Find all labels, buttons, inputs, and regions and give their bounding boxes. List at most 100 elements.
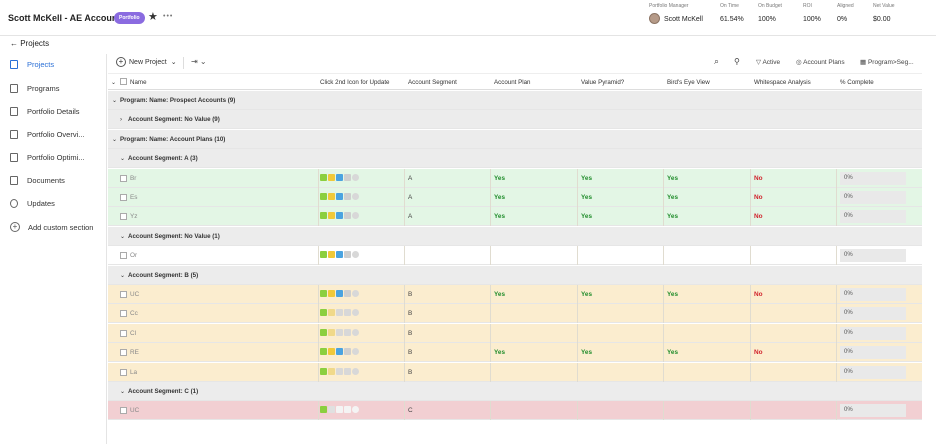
row-checkbox[interactable] (120, 291, 127, 298)
check-icon[interactable] (352, 309, 359, 317)
update-icon[interactable] (328, 309, 335, 317)
project-name-link[interactable]: La (130, 368, 138, 376)
sidebar-item-documents[interactable]: Documents (10, 173, 65, 187)
document-icon[interactable] (336, 290, 343, 297)
document-icon[interactable] (336, 309, 343, 317)
update-icon[interactable] (328, 193, 335, 200)
row-checkbox[interactable] (120, 310, 127, 318)
project-name-link[interactable]: Or (130, 252, 138, 260)
row-checkbox[interactable] (120, 252, 127, 260)
update-icon[interactable] (328, 251, 335, 259)
table-row[interactable]: UC C 0% (108, 401, 922, 421)
breadcrumb[interactable]: ← Projects (10, 39, 50, 48)
status-icon[interactable] (320, 251, 327, 259)
group-row[interactable]: ⌄ Account Segment: B (5) (108, 265, 922, 285)
sidebar-item-portfolio-details[interactable]: Portfolio Details (10, 104, 80, 118)
document-icon[interactable] (336, 212, 343, 220)
project-name-link[interactable]: Cc (130, 310, 138, 318)
sidebar-item-projects[interactable]: Projects (10, 57, 54, 71)
update-icon[interactable] (328, 173, 335, 181)
link-icon[interactable] (344, 290, 351, 297)
update-icon[interactable] (328, 406, 335, 414)
col-header-birds-eye-view[interactable]: Bird's Eye View (667, 79, 710, 86)
check-icon[interactable] (352, 328, 359, 336)
row-checkbox[interactable] (120, 407, 127, 415)
col-header-value-pyramid[interactable]: Value Pyramid? (581, 79, 625, 86)
grouping-button[interactable]: ▦ Program>Seg... (860, 58, 914, 66)
table-row[interactable]: Yz A Yes Yes Yes No 0% (108, 207, 922, 227)
project-name-link[interactable]: Br (130, 174, 137, 182)
filter-active-button[interactable]: ▽ Active (756, 58, 780, 66)
project-name-link[interactable]: UC (130, 291, 140, 298)
link-icon[interactable] (344, 406, 351, 414)
select-all-chevron-icon[interactable]: ⌄ (111, 79, 117, 86)
table-row[interactable]: Es A Yes Yes Yes No 0% (108, 188, 922, 207)
row-checkbox[interactable] (120, 174, 127, 182)
link-icon[interactable] (344, 212, 351, 220)
document-icon[interactable] (336, 193, 343, 200)
table-row[interactable]: UC B Yes Yes Yes No 0% (108, 285, 922, 304)
check-icon[interactable] (352, 193, 359, 200)
export-button[interactable]: ⇥ ⌄ (191, 57, 207, 66)
link-icon[interactable] (344, 251, 351, 259)
chevron-down-icon[interactable]: ⌄ (120, 271, 126, 279)
row-checkbox[interactable] (120, 368, 127, 376)
update-icon[interactable] (328, 212, 335, 220)
project-name-link[interactable]: RE (130, 349, 139, 357)
new-project-button[interactable]: + New Project ⌄ (116, 57, 177, 67)
table-row[interactable]: Cc B 0% (108, 304, 922, 324)
add-custom-section-button[interactable]: + Add custom section (10, 220, 93, 234)
check-icon[interactable] (352, 173, 359, 181)
col-header-name[interactable]: Name (130, 79, 147, 86)
document-icon[interactable] (336, 367, 343, 375)
document-icon[interactable] (336, 406, 343, 414)
row-checkbox[interactable] (120, 213, 127, 221)
group-row[interactable]: ⌄ Account Segment: C (1) (108, 382, 922, 401)
document-icon[interactable] (336, 348, 343, 356)
chevron-down-icon[interactable]: ⌄ (112, 97, 118, 104)
sidebar-item-programs[interactable]: Programs (10, 81, 60, 95)
sidebar-item-portfolio-overview[interactable]: Portfolio Overvi... (10, 127, 85, 141)
status-icon[interactable] (320, 406, 327, 414)
table-row[interactable]: Or 0% (108, 246, 922, 266)
link-icon[interactable] (344, 367, 351, 375)
sidebar-item-portfolio-optimizer[interactable]: Portfolio Optimi... (10, 150, 85, 164)
update-icon[interactable] (328, 367, 335, 375)
view-account-plans-button[interactable]: ◎ Account Plans (796, 58, 845, 66)
link-icon[interactable] (344, 173, 351, 181)
col-header-whitespace-analysis[interactable]: Whitespace Analysis (754, 79, 811, 86)
status-icon[interactable] (320, 348, 327, 356)
check-icon[interactable] (352, 251, 359, 259)
select-all-checkbox[interactable] (120, 78, 127, 85)
update-icon[interactable] (328, 348, 335, 356)
update-icon[interactable] (328, 290, 335, 297)
chevron-right-icon[interactable]: › (120, 116, 123, 124)
table-row[interactable]: Cl B 0% (108, 323, 922, 343)
link-icon[interactable] (344, 328, 351, 336)
document-icon[interactable] (336, 328, 343, 336)
status-icon[interactable] (320, 328, 327, 336)
table-row[interactable]: La B 0% (108, 362, 922, 382)
star-icon[interactable]: ★ (148, 11, 158, 23)
document-icon[interactable] (336, 173, 343, 181)
update-icon[interactable] (328, 328, 335, 336)
col-header-account-plan[interactable]: Account Plan (494, 79, 531, 86)
row-checkbox[interactable] (120, 329, 127, 337)
status-icon[interactable] (320, 173, 327, 181)
settings-icon[interactable]: ⚲ (734, 57, 740, 66)
more-icon[interactable]: ••• (163, 13, 174, 20)
project-name-link[interactable]: UC (130, 407, 140, 415)
group-row[interactable]: ⌄ Program: Name: Account Plans (10) (108, 129, 922, 149)
check-icon[interactable] (352, 290, 359, 297)
project-name-link[interactable]: Es (130, 194, 138, 201)
col-header-update-icons[interactable]: Click 2nd Icon for Update (320, 79, 390, 86)
group-row[interactable]: ⌄ Account Segment: A (3) (108, 149, 922, 169)
group-row[interactable]: ⌄ Account Segment: No Value (1) (108, 226, 922, 246)
col-header-account-segment[interactable]: Account Segment (408, 79, 457, 86)
check-icon[interactable] (352, 348, 359, 356)
sidebar-item-updates[interactable]: Updates (10, 196, 55, 210)
col-header-percent-complete[interactable]: % Complete (840, 79, 874, 86)
document-icon[interactable] (336, 251, 343, 259)
search-icon[interactable]: ⌕ (714, 56, 720, 66)
project-name-link[interactable]: Cl (130, 329, 137, 337)
